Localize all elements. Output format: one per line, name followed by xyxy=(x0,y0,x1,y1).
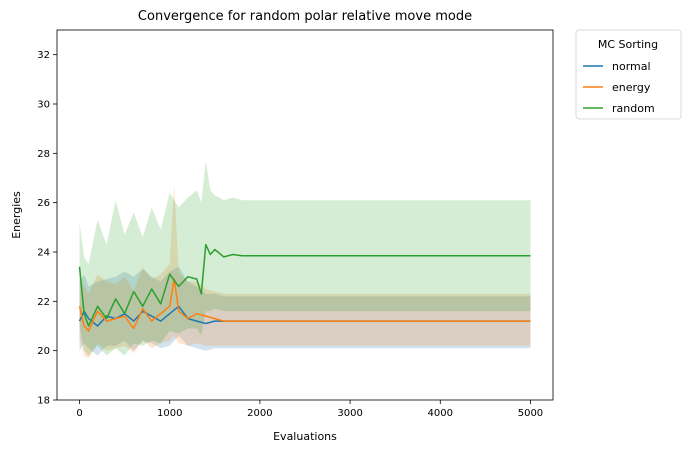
x-axis-ticks: 0 1000 2000 3000 4000 5000 xyxy=(76,400,543,419)
band-random xyxy=(79,160,531,356)
y-tick-label: 26 xyxy=(37,198,50,209)
legend-title: MC Sorting xyxy=(598,38,658,51)
series-line-energy xyxy=(78,278,531,332)
plot-frame xyxy=(56,29,554,401)
x-axis-label: Evaluations xyxy=(273,430,337,443)
y-tick-label: 20 xyxy=(37,346,50,357)
x-tick-label: 2000 xyxy=(247,408,272,419)
x-tick-label: 0 xyxy=(76,408,82,419)
x-tick-label: 5000 xyxy=(518,408,543,419)
y-axis-label: Energies xyxy=(10,191,23,239)
y-tick-label: 22 xyxy=(37,297,50,308)
y-tick-label: 32 xyxy=(37,50,50,61)
legend-label-random: random xyxy=(612,102,655,115)
y-tick-label: 24 xyxy=(37,248,50,259)
legend-label-normal: normal xyxy=(612,60,651,73)
series-line-random xyxy=(78,243,531,327)
band-energy xyxy=(79,182,531,359)
y-tick-label: 28 xyxy=(37,149,50,160)
series-lines xyxy=(78,243,531,332)
chart-title: Convergence for random polar relative mo… xyxy=(138,9,472,24)
legend-items: normal energy random xyxy=(583,60,655,115)
band-normal xyxy=(79,266,531,356)
y-tick-label: 18 xyxy=(37,396,50,407)
x-tick-label: 1000 xyxy=(157,408,182,419)
legend-label-energy: energy xyxy=(612,81,651,94)
x-tick-label: 3000 xyxy=(337,408,362,419)
confidence-bands xyxy=(79,160,531,359)
legend: MC Sorting normal energy random xyxy=(575,29,682,120)
y-tick-label: 30 xyxy=(37,100,50,111)
y-axis-ticks: 18 20 22 24 26 28 30 32 xyxy=(37,50,57,407)
x-tick-label: 4000 xyxy=(428,408,453,419)
legend-box xyxy=(575,29,682,120)
